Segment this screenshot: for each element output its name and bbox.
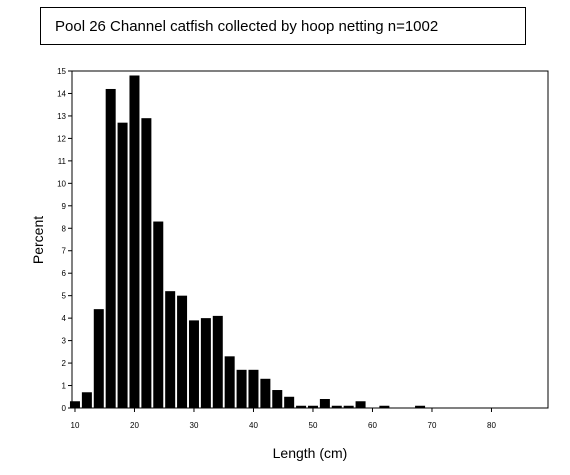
- y-tick-label: 5: [62, 292, 67, 301]
- x-tick-label: 20: [130, 421, 139, 430]
- chart-title-box: Pool 26 Channel catfish collected by hoo…: [40, 7, 526, 45]
- y-tick-label: 9: [62, 202, 67, 211]
- bar-56: [343, 405, 354, 408]
- bar-10: [69, 401, 80, 408]
- chart-title: Pool 26 Channel catfish collected by hoo…: [55, 18, 439, 35]
- bar-22: [141, 118, 152, 409]
- bar-24: [153, 221, 164, 408]
- bar-62: [379, 405, 390, 408]
- bar-50: [307, 405, 318, 408]
- bar-20: [129, 75, 140, 409]
- bar-48: [296, 405, 307, 408]
- y-axis-title: Percent: [30, 216, 46, 264]
- bar-28: [177, 295, 188, 408]
- x-axis: 10 20 30 40 50 60 70 80: [71, 408, 496, 430]
- x-tick-label: 70: [428, 421, 437, 430]
- y-tick-label: 7: [62, 247, 67, 256]
- y-tick-label: 4: [62, 314, 67, 323]
- bar-40: [248, 369, 259, 408]
- y-tick-label: 8: [62, 224, 67, 233]
- bar-52: [319, 399, 330, 408]
- bar-42: [260, 378, 271, 408]
- bar-46: [284, 396, 295, 408]
- bar-30: [188, 320, 199, 408]
- x-tick-label: 40: [249, 421, 258, 430]
- x-tick-label: 60: [368, 421, 377, 430]
- y-tick-label: 13: [57, 112, 66, 121]
- bar-32: [200, 318, 211, 408]
- y-tick-label: 2: [62, 359, 67, 368]
- bar-44: [272, 390, 283, 408]
- y-tick-label: 14: [57, 89, 66, 98]
- bar-26: [165, 291, 176, 408]
- x-tick-label: 10: [71, 421, 80, 430]
- bar-54: [331, 405, 342, 408]
- y-tick-label: 11: [58, 157, 67, 166]
- y-tick-label: 3: [62, 337, 67, 346]
- bar-18: [117, 122, 128, 409]
- bar-12: [81, 392, 92, 408]
- bar-34: [212, 315, 223, 408]
- y-tick-label: 6: [62, 269, 67, 278]
- bar-38: [236, 369, 247, 408]
- bar-16: [105, 88, 116, 408]
- bar-14: [93, 309, 104, 408]
- x-tick-label: 80: [487, 421, 496, 430]
- y-tick-label: 15: [57, 67, 66, 76]
- bar-36: [224, 356, 235, 408]
- y-tick-label: 0: [62, 404, 67, 413]
- y-tick-label: 10: [57, 179, 66, 188]
- y-tick-label: 12: [57, 134, 66, 143]
- x-tick-label: 50: [309, 421, 318, 430]
- bars-group: [69, 75, 426, 409]
- x-tick-label: 30: [190, 421, 199, 430]
- x-axis-title: Length (cm): [273, 445, 348, 461]
- bar-68: [415, 405, 426, 408]
- y-tick-label: 1: [62, 382, 67, 391]
- bar-58: [355, 401, 366, 408]
